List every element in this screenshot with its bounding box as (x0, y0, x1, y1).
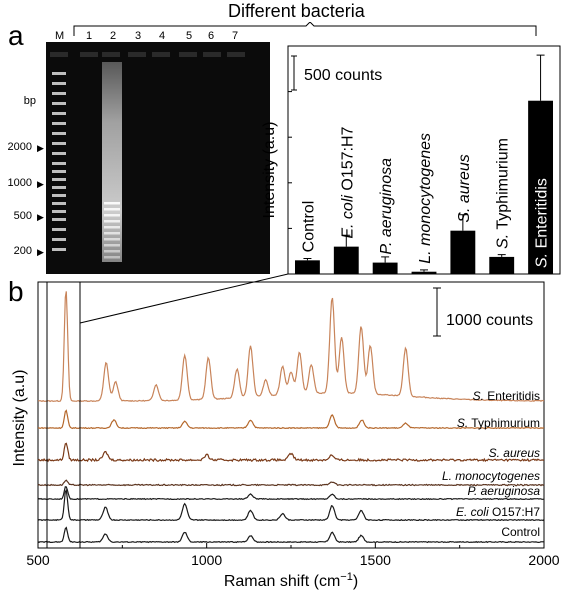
spectrum-line (37, 488, 545, 522)
group-bracket (73, 22, 537, 36)
lane-label: 6 (208, 30, 215, 42)
ladder-band (52, 122, 66, 125)
spectrum-line (37, 442, 545, 463)
bar-scale-label: 500 counts (304, 67, 382, 84)
bar-category-label: E. coli O157:H7 (339, 126, 356, 238)
panel-b-letter: b (8, 276, 24, 307)
ladder-band (52, 82, 66, 85)
spectra-x-axis-label-main: Raman shift (cm (224, 573, 340, 590)
gel-image (46, 42, 270, 274)
bp-unit-label: bp (23, 95, 36, 107)
spectra-plot-frame (37, 281, 545, 549)
lane-label: 1 (86, 30, 93, 42)
smear-band (104, 214, 120, 217)
bp-mark-label: 2000 (7, 141, 32, 153)
spectrum-label: P. aeruginosa (467, 484, 540, 498)
ladder-band (52, 162, 66, 165)
smear-band (104, 250, 120, 253)
group-title: Different bacteria (228, 1, 365, 21)
spectra-y-axis-label: Intensity (a.u) (11, 370, 28, 467)
bar-plot-frame (287, 45, 561, 275)
ladder-band (52, 132, 66, 135)
bar (411, 271, 437, 274)
ladder-band (52, 228, 66, 231)
x-tick-label: 500 (26, 552, 50, 568)
bar-category-label: S. Typhimurium (495, 138, 512, 249)
bp-arrow-icon: ▶ (37, 143, 44, 153)
lane-label: 5 (186, 30, 193, 42)
spectra-chart: 500 1000 1500 2000 S. Enteritidis S. Typhimu… (11, 281, 560, 590)
ladder-band (52, 102, 66, 105)
smear-band (104, 256, 120, 259)
zoom-box (46, 281, 81, 549)
spectra-x-axis-label: Raman shift (cm−1) (224, 571, 358, 590)
spectrum-label: Control (501, 525, 540, 539)
ladder-band (52, 178, 66, 181)
ladder-band (52, 202, 66, 205)
spectrum-label: L. monocytogenes (442, 469, 540, 483)
smear-band (104, 208, 120, 211)
lane-label: 4 (159, 30, 166, 42)
spectrum-line (37, 486, 545, 501)
bar-category-label: P. aeruginosa (378, 158, 395, 255)
x-tick-label: 1500 (360, 552, 391, 568)
spectrum-line (37, 291, 545, 403)
bar-chart: 500 counts Intensity (a.u) Control E. col… (261, 45, 561, 275)
bar-category-label: S. Enteritidis (534, 178, 551, 268)
ladder-band (52, 72, 66, 75)
smear-band (104, 202, 120, 205)
smear-band (104, 238, 120, 241)
bp-arrow-icon: ▶ (37, 247, 44, 257)
lane-label-marker: M (55, 30, 65, 42)
bar (294, 260, 320, 274)
bar (489, 256, 515, 274)
bar-category-label: Control (300, 201, 317, 253)
bar (450, 230, 476, 274)
bp-mark-label: 500 (13, 210, 32, 222)
spectrum-label: S. Typhimurium (457, 416, 540, 430)
spectra-scale-label: 1000 counts (446, 312, 533, 329)
spectra-x-axis-label-sup: −1 (340, 571, 353, 583)
smear-band (104, 226, 120, 229)
x-tick-label: 1000 (191, 552, 222, 568)
bar-category-label: S. aureus (456, 154, 473, 222)
ladder-band (52, 248, 66, 251)
ladder-band (52, 210, 66, 213)
bp-arrow-icon: ▶ (37, 179, 44, 189)
bar-y-axis-label: Intensity (a.u) (261, 122, 278, 219)
bp-mark-label: 200 (13, 245, 32, 257)
ladder-band (52, 152, 66, 155)
ladder-band (52, 142, 66, 145)
smear-band (104, 244, 120, 247)
ladder-band (52, 170, 66, 173)
ladder-band (52, 186, 66, 189)
spectra-x-axis-label-end: ) (353, 573, 358, 590)
ladder-band (52, 112, 66, 115)
lane-label: 3 (135, 30, 142, 42)
x-tick-label: 2000 (528, 552, 559, 568)
spectrum-label: S. aureus (489, 446, 540, 460)
bar (372, 262, 398, 274)
ladder-band (52, 238, 66, 241)
bar-category-label: L. monocytogenes (417, 133, 434, 264)
spectrum-line (37, 479, 545, 487)
ladder-band (52, 218, 66, 221)
lane-label: 2 (110, 30, 117, 42)
smear-band (104, 220, 120, 223)
lane-label: 7 (232, 30, 239, 42)
spectrum-line (38, 409, 545, 430)
ladder-band (52, 194, 66, 197)
bp-arrow-icon: ▶ (37, 212, 44, 222)
panel-a-letter: a (8, 20, 24, 51)
spectrum-label: S. Enteritidis (473, 389, 540, 403)
ladder-band (52, 92, 66, 95)
spectrum-line (37, 526, 545, 544)
spectrum-label: E. coli O157:H7 (456, 505, 540, 519)
bp-mark-label: 1000 (7, 177, 32, 189)
smear-band (104, 232, 120, 235)
bar (333, 246, 359, 274)
bar (528, 100, 554, 274)
